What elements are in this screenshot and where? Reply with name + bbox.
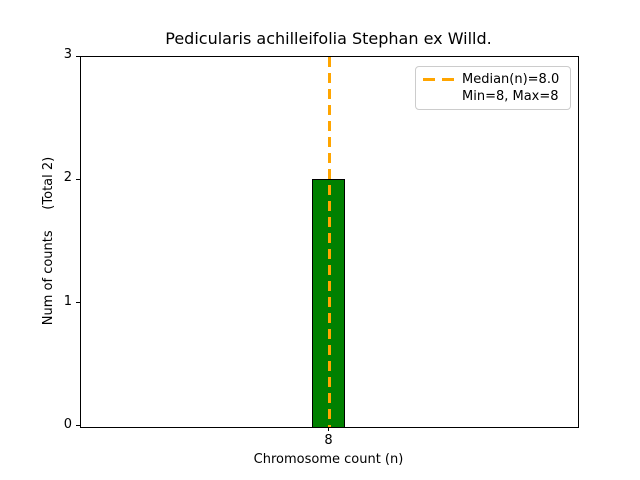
y-tick-label-3: 3: [63, 47, 72, 62]
y-tick-label-2: 2: [63, 170, 72, 185]
legend-label-median: Median(n)=8.0: [462, 72, 560, 87]
legend: Median(n)=8.0 Min=8, Max=8: [415, 66, 571, 110]
legend-label-minmax: Min=8, Max=8: [462, 89, 559, 104]
x-axis-label: Chromosome count (n): [253, 452, 404, 467]
y-tick-label-1: 1: [63, 294, 72, 309]
y-tick-mark-1: [76, 302, 80, 303]
y-tick-mark-3: [76, 56, 80, 57]
minmax-empty-swatch: [423, 95, 454, 98]
chart-title: Pedicularis achilleifolia Stephan ex Wil…: [165, 29, 492, 48]
plot-area: Median(n)=8.0 Min=8, Max=8: [80, 56, 579, 428]
y-tick-label-0: 0: [63, 417, 72, 432]
median-dashed-line: [328, 57, 331, 427]
x-tick-label-8: 8: [324, 433, 333, 448]
median-line-swatch: [423, 78, 454, 81]
legend-entry-median: Median(n)=8.0: [423, 71, 562, 88]
x-tick-mark-8: [328, 427, 329, 431]
y-tick-mark-0: [76, 425, 80, 426]
legend-entry-minmax: Min=8, Max=8: [423, 88, 562, 105]
y-tick-mark-2: [76, 179, 80, 180]
